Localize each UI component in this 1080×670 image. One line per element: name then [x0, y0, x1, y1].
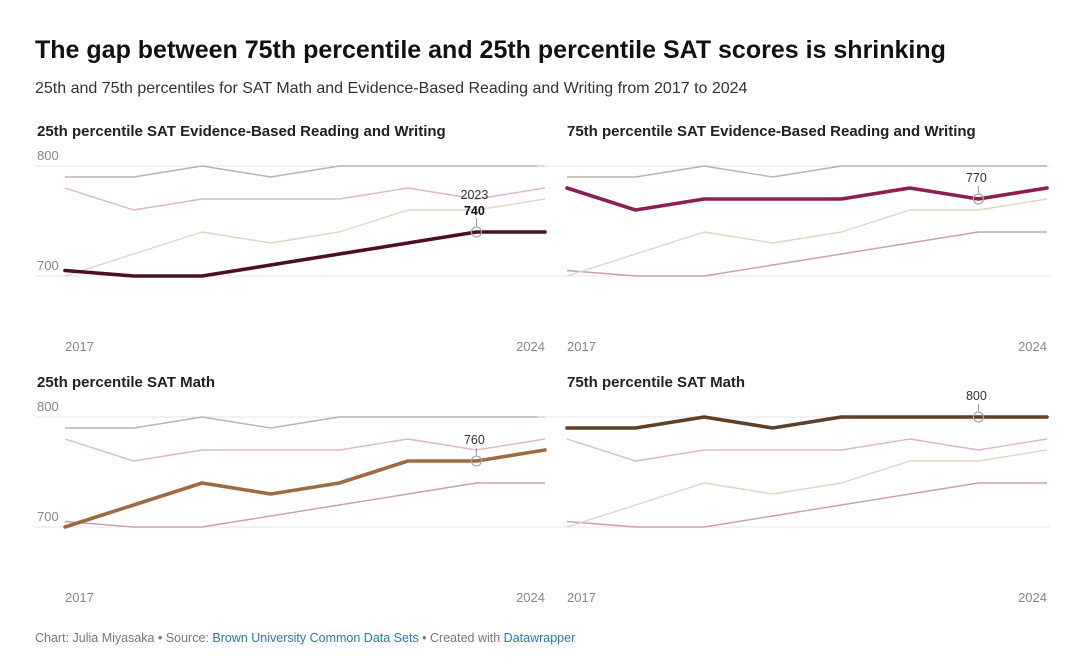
- context-line-1: [64, 438, 546, 462]
- context-line-1: [64, 187, 546, 211]
- context-line-0: [566, 482, 1047, 528]
- annotation-marker: [972, 193, 985, 205]
- context-line-0: [566, 231, 1047, 277]
- x-tick-label-2024: 2024: [1018, 590, 1047, 605]
- context-line-2: [566, 449, 1048, 528]
- y-tick-label-800: 800: [37, 399, 59, 414]
- x-tick-label-2024: 2024: [516, 339, 545, 354]
- annotation-marker: [470, 226, 483, 238]
- datawrapper-link[interactable]: Datawrapper: [503, 631, 576, 645]
- source-link[interactable]: Brown University Common Data Sets: [212, 631, 419, 645]
- panel-title-75th-math: 75th percentile SAT Math: [567, 374, 746, 391]
- annotation-value-label: 740: [464, 204, 485, 218]
- annotation-marker: [972, 411, 985, 423]
- x-tick-label-2017: 2017: [567, 339, 596, 354]
- y-tick-label-700: 700: [37, 509, 59, 524]
- chart-footer: Chart: Julia Miyasaka • Source: Brown Un…: [35, 631, 575, 645]
- footer-credit: Chart: Julia Miyasaka • Source:: [35, 631, 213, 645]
- x-tick-label-2024: 2024: [1018, 339, 1047, 354]
- chart-panel-25th-math: 700 800 760 2017 2024: [35, 399, 548, 605]
- chart-panel-25th-ebrw: 700 800 2023 740 2017 2024: [35, 148, 548, 354]
- chart-panel-75th-math: 70080080020172024: [537, 389, 1050, 605]
- chart-panel-75th-ebrw: 70080077020172024: [537, 165, 1050, 354]
- highlight-line: [63, 448, 547, 529]
- highlight-line: [565, 415, 1049, 430]
- panel-title-75th-ebrw: 75th percentile SAT Evidence-Based Readi…: [567, 123, 976, 140]
- context-line-2: [566, 198, 1048, 277]
- highlight-line: [63, 230, 547, 278]
- annotation-value-label: 760: [464, 433, 485, 447]
- context-line-3: [567, 165, 1047, 178]
- context-line-3: [65, 416, 545, 429]
- context-line-0: [64, 482, 545, 528]
- panel-title-25th-math: 25th percentile SAT Math: [37, 374, 216, 391]
- y-tick-label-800: 800: [37, 148, 59, 163]
- x-tick-label-2017: 2017: [567, 590, 596, 605]
- y-tick-label-700: 700: [37, 258, 59, 273]
- highlight-line: [565, 186, 1049, 212]
- footer-created-text: • Created with: [418, 631, 504, 645]
- x-tick-label-2017: 2017: [65, 339, 94, 354]
- chart-subtitle: 25th and 75th percentiles for SAT Math a…: [35, 80, 748, 97]
- context-line-2: [64, 198, 546, 277]
- annotation-year-label: 2023: [461, 188, 489, 202]
- context-line-1: [566, 438, 1048, 462]
- context-line-3: [65, 165, 545, 178]
- annotation-marker: [470, 455, 483, 467]
- annotation-value-label: 800: [966, 389, 987, 403]
- chart-title: The gap between 75th percentile and 25th…: [35, 36, 946, 64]
- x-tick-label-2024: 2024: [516, 590, 545, 605]
- panel-title-25th-ebrw: 25th percentile SAT Evidence-Based Readi…: [37, 123, 446, 140]
- x-tick-label-2017: 2017: [65, 590, 94, 605]
- annotation-value-label: 770: [966, 171, 987, 185]
